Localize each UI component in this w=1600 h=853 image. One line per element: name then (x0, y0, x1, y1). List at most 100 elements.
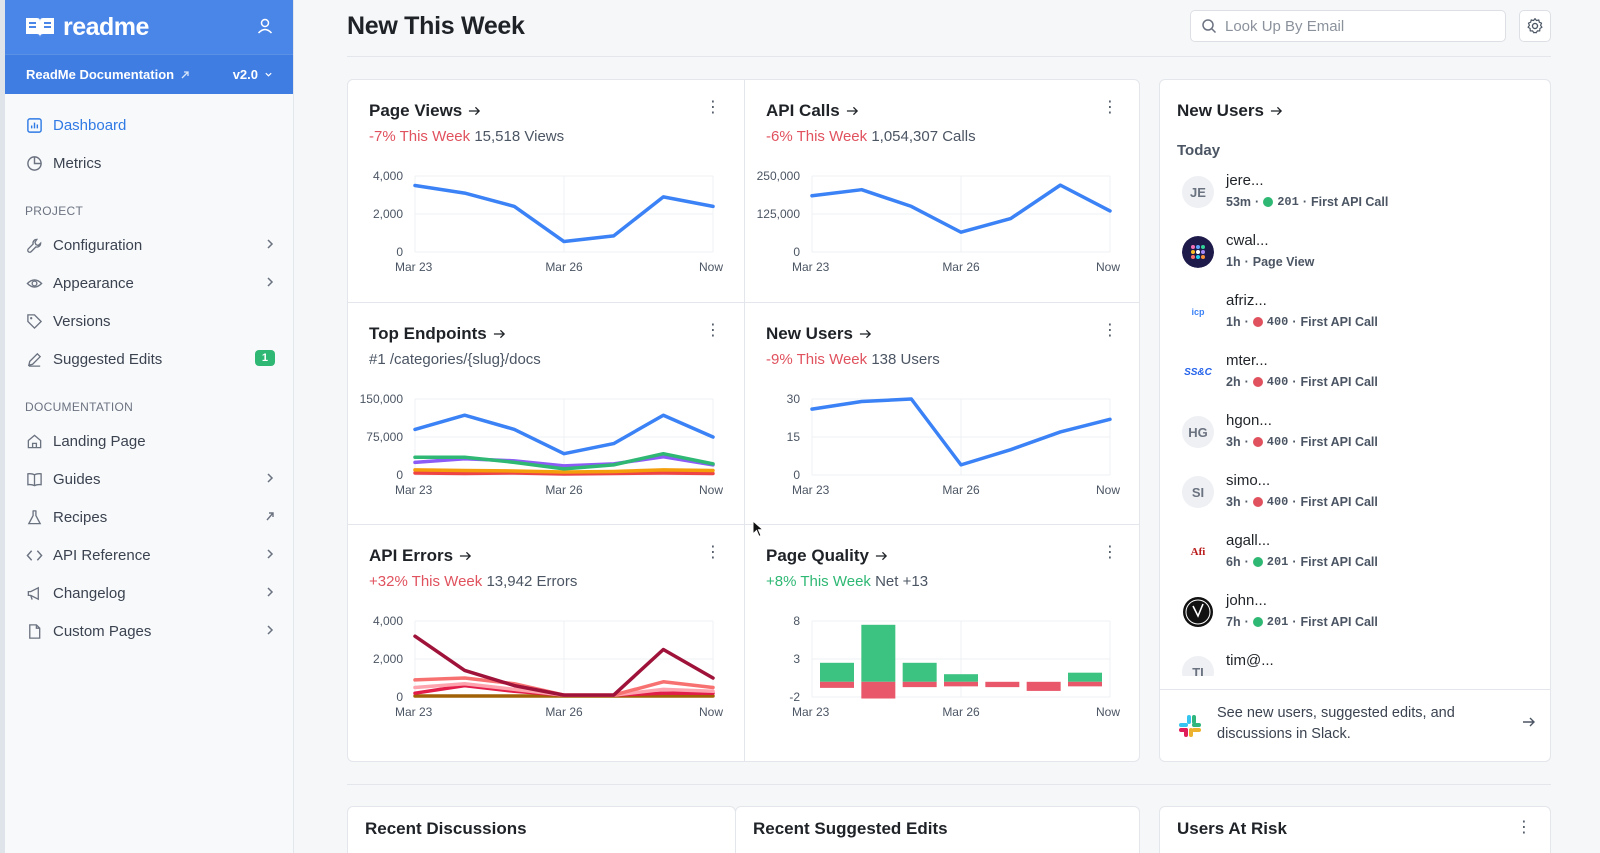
user-meta: 8h·400·First API Call (1226, 675, 1378, 676)
card-menu-icon[interactable]: ⋮ (705, 544, 721, 561)
sidebar-item-changelog[interactable]: Changelog (5, 574, 293, 612)
card-title-link[interactable]: Page Quality (766, 546, 888, 566)
y-tick-label: 4,000 (373, 614, 403, 628)
megaphone-icon (25, 584, 43, 602)
card-title-link[interactable]: Top Endpoints (369, 324, 506, 344)
user-name[interactable]: afriz... (1226, 292, 1267, 309)
card-title-link[interactable]: API Errors (369, 546, 472, 566)
sidebar-item-label: Metrics (53, 154, 102, 172)
y-tick-label: 30 (787, 392, 801, 406)
user-name[interactable]: agall... (1226, 532, 1271, 549)
card-title-link[interactable]: New Users (766, 324, 872, 344)
settings-button[interactable] (1519, 10, 1551, 42)
project-switcher[interactable]: ReadMe Documentation v2.0 (5, 54, 293, 94)
user-row[interactable]: icp afriz... 1h · 400 · First API Call (1160, 288, 1550, 348)
user-icon[interactable] (255, 16, 275, 36)
sidebar-item-appearance[interactable]: Appearance (5, 264, 293, 302)
card-title-link[interactable]: Page Views (369, 101, 481, 121)
sidebar-item-versions[interactable]: Versions (5, 302, 293, 340)
separator: · (1292, 615, 1297, 629)
card-menu-icon[interactable]: ⋮ (705, 322, 721, 339)
change-label: -6% This Week (766, 128, 868, 145)
user-name[interactable]: simo... (1226, 472, 1271, 489)
chevron-right-icon (267, 587, 274, 597)
card-menu-icon[interactable]: ⋮ (705, 99, 721, 116)
user-row[interactable]: HG hgon... 3h · 400 · First API Call (1160, 408, 1550, 468)
sidebar-item-guides[interactable]: Guides (5, 460, 293, 498)
user-row[interactable]: JE jere... 53m · 201 · First API Call (1160, 168, 1550, 228)
chevron-right-icon (267, 277, 274, 287)
sidebar-item-label: Appearance (53, 274, 134, 292)
status-code: 201 (1266, 555, 1289, 569)
user-name[interactable]: mter... (1226, 352, 1268, 369)
search-input[interactable] (1225, 17, 1495, 35)
book-icon (25, 470, 43, 488)
user-name[interactable]: hgon... (1226, 412, 1272, 429)
x-tick-label: Mar 23 (792, 705, 830, 719)
project-name[interactable]: ReadMe Documentation (26, 67, 175, 82)
card-menu-icon[interactable]: ⋮ (1516, 819, 1532, 836)
user-event: First API Call (1301, 675, 1378, 676)
recent-suggested-edits-card: Recent Suggested Edits (735, 806, 1140, 853)
top-endpoints-card: Top Endpoints ⋮ #1 /categories/{slug}/do… (348, 303, 744, 530)
stat-label: 15,518 Views (474, 128, 565, 145)
sidebar-item-dashboard[interactable]: Dashboard (5, 106, 293, 144)
sidebar-item-landing-page[interactable]: Landing Page (5, 422, 293, 460)
slack-promo[interactable]: See new users, suggested edits, and disc… (1160, 689, 1550, 761)
separator: · (1244, 255, 1249, 269)
user-time: 8h (1226, 675, 1241, 676)
page-icon (25, 622, 43, 640)
page-title: New This Week (347, 12, 525, 40)
user-name[interactable]: tim@... (1226, 652, 1274, 669)
bar-negative (944, 681, 978, 687)
card-title: Recent Discussions (365, 819, 527, 838)
count-badge: 1 (254, 350, 275, 366)
avatar: Afi (1182, 536, 1214, 568)
version-dropdown[interactable]: v2.0 (233, 67, 273, 82)
series-line (413, 413, 715, 456)
sidebar-item-api-reference[interactable]: API Reference (5, 536, 293, 574)
separator: · (1292, 435, 1297, 449)
user-time: 3h (1226, 495, 1241, 509)
card-menu-icon[interactable]: ⋮ (1102, 99, 1118, 116)
card-menu-icon[interactable]: ⋮ (1102, 322, 1118, 339)
sidebar-item-configuration[interactable]: Configuration (5, 226, 293, 264)
sidebar-item-metrics[interactable]: Metrics (5, 144, 293, 182)
panel-title-link[interactable]: New Users (1177, 101, 1283, 121)
grid-divider (348, 524, 1139, 525)
user-name[interactable]: john... (1226, 592, 1267, 609)
bar-negative (902, 681, 937, 688)
user-row[interactable]: Afi agall... 6h · 201 · First API Call (1160, 528, 1550, 588)
card-title-link[interactable]: API Calls (766, 101, 859, 121)
stat-label: #1 /categories/{slug}/docs (369, 351, 541, 368)
sidebar-item-label: Custom Pages (53, 622, 152, 640)
avatar: icp (1182, 296, 1214, 328)
status-dot (1252, 497, 1263, 507)
sidebar-item-recipes[interactable]: Recipes (5, 498, 293, 536)
chevron-down-icon (265, 72, 272, 77)
user-row[interactable]: john... 7h · 201 · First API Call (1160, 588, 1550, 648)
avatar (1182, 596, 1214, 628)
avatar: JE (1182, 176, 1214, 208)
status-code: 400 (1267, 675, 1289, 676)
email-lookup-search[interactable] (1190, 10, 1506, 42)
user-time: 6h (1226, 555, 1241, 569)
brand-logo[interactable]: readme (25, 13, 149, 42)
user-row[interactable]: SS&C mter... 2h · 400 · First API Call (1160, 348, 1550, 408)
sidebar-item-custom-pages[interactable]: Custom Pages (5, 612, 293, 650)
series-line (413, 183, 715, 244)
user-row[interactable]: cwal... 1h · Page View (1160, 228, 1550, 288)
user-meta: 7h · 201 · First API Call (1226, 615, 1378, 629)
x-tick-label: Mar 23 (792, 260, 830, 274)
user-name[interactable]: cwal... (1226, 232, 1269, 249)
user-name[interactable]: jere... (1226, 172, 1264, 189)
user-row[interactable]: SI simo... 3h · 400 · First API Call (1160, 468, 1550, 528)
card-menu-icon[interactable]: ⋮ (1102, 544, 1118, 561)
x-tick-label: Mar 26 (942, 483, 980, 497)
user-event: First API Call (1300, 375, 1378, 389)
eye-icon (25, 274, 43, 292)
sidebar-item-suggested-edits[interactable]: Suggested Edits 1 (5, 340, 293, 378)
